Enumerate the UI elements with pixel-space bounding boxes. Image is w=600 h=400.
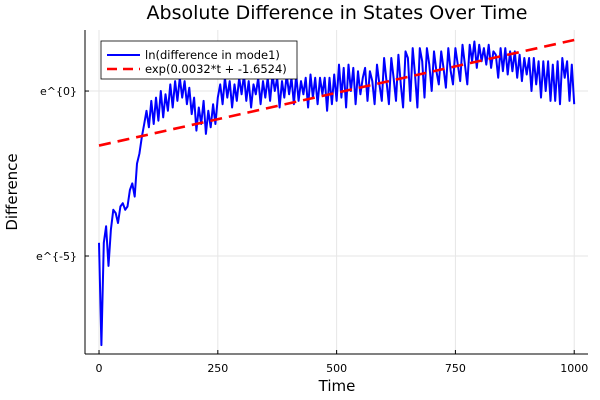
legend-box xyxy=(100,40,298,80)
y-tick-label: e^{0} xyxy=(40,85,77,98)
x-tick-label: 250 xyxy=(207,362,228,375)
chart-title: Absolute Difference in States Over Time xyxy=(147,2,528,24)
plot-lines xyxy=(98,38,576,347)
x-ticks: 0 250 500 750 1000 xyxy=(96,350,588,375)
x-axis-label: Time xyxy=(318,377,356,395)
legend-label-fit: exp(0.0032*t + -1.6524) xyxy=(145,62,287,76)
x-tick-label: 500 xyxy=(326,362,347,375)
x-tick-label: 0 xyxy=(96,362,103,375)
fit-line xyxy=(98,38,575,147)
y-axis-label: Difference xyxy=(3,153,21,230)
x-tick-label: 1000 xyxy=(560,362,588,375)
data-series-line xyxy=(98,40,576,347)
legend: ln(difference in mode1) exp(0.0032*t + -… xyxy=(100,40,298,80)
y-tick-label: e^{-5} xyxy=(36,250,77,263)
legend-label-data: ln(difference in mode1) xyxy=(145,48,280,62)
y-ticks: e^{0} e^{-5} xyxy=(36,85,89,263)
x-tick-label: 750 xyxy=(445,362,466,375)
